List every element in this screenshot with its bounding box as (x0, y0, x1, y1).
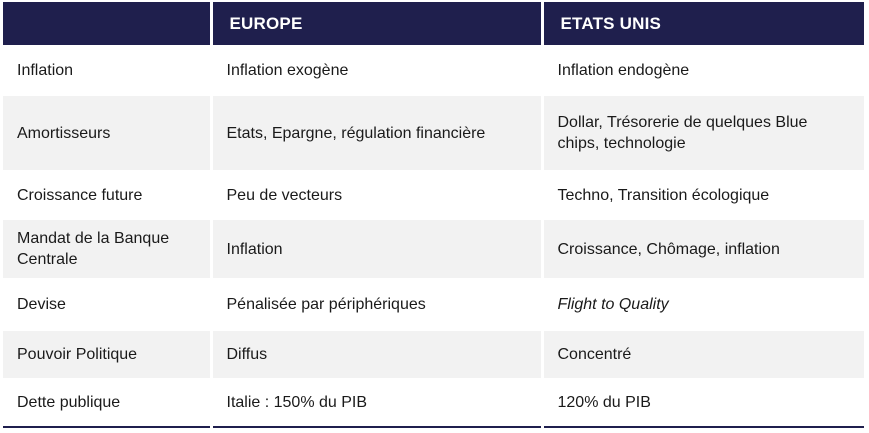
cell-usa: Dollar, Trésorerie de quelques Blue chip… (542, 96, 864, 170)
table-row-mandat-banque-centrale: Mandat de la Banque Centrale Inflation C… (3, 220, 864, 278)
cell-usa: Flight to Quality (542, 278, 864, 331)
row-label: Devise (3, 278, 213, 331)
cell-usa: Croissance, Chômage, inflation (542, 220, 864, 278)
cell-usa: Techno, Transition écologique (542, 170, 864, 220)
header-europe: EUROPE (211, 2, 544, 45)
cell-europe: Peu de vecteurs (211, 170, 544, 220)
table-row-dette-publique: Dette publique Italie : 150% du PIB 120%… (3, 378, 864, 428)
row-label: Pouvoir Politique (3, 331, 213, 378)
table-row-inflation: Inflation Inflation exogène Inflation en… (3, 45, 864, 96)
row-label: Dette publique (3, 378, 213, 428)
comparison-table: EUROPE ETATS UNIS Inflation Inflation ex… (3, 2, 864, 428)
row-label: Mandat de la Banque Centrale (3, 220, 213, 278)
table-row-devise: Devise Pénalisée par périphériques Fligh… (3, 278, 864, 331)
cell-europe: Pénalisée par périphériques (211, 278, 544, 331)
row-label: Inflation (3, 45, 213, 96)
cell-europe: Italie : 150% du PIB (211, 378, 544, 428)
table-header-row: EUROPE ETATS UNIS (3, 2, 864, 45)
cell-europe: Inflation (211, 220, 544, 278)
table-row-pouvoir-politique: Pouvoir Politique Diffus Concentré (3, 331, 864, 378)
cell-usa: 120% du PIB (542, 378, 864, 428)
header-usa: ETATS UNIS (542, 2, 864, 45)
cell-usa: Concentré (542, 331, 864, 378)
cell-usa: Inflation endogène (542, 45, 864, 96)
comparison-table-container: EUROPE ETATS UNIS Inflation Inflation ex… (3, 2, 864, 428)
cell-europe: Inflation exogène (211, 45, 544, 96)
row-label: Amortisseurs (3, 96, 213, 170)
table-row-amortisseurs: Amortisseurs Etats, Epargne, régulation … (3, 96, 864, 170)
cell-europe: Etats, Epargne, régulation financière (211, 96, 544, 170)
header-criteria (3, 2, 213, 45)
cell-europe: Diffus (211, 331, 544, 378)
table-row-croissance-future: Croissance future Peu de vecteurs Techno… (3, 170, 864, 220)
row-label: Croissance future (3, 170, 213, 220)
